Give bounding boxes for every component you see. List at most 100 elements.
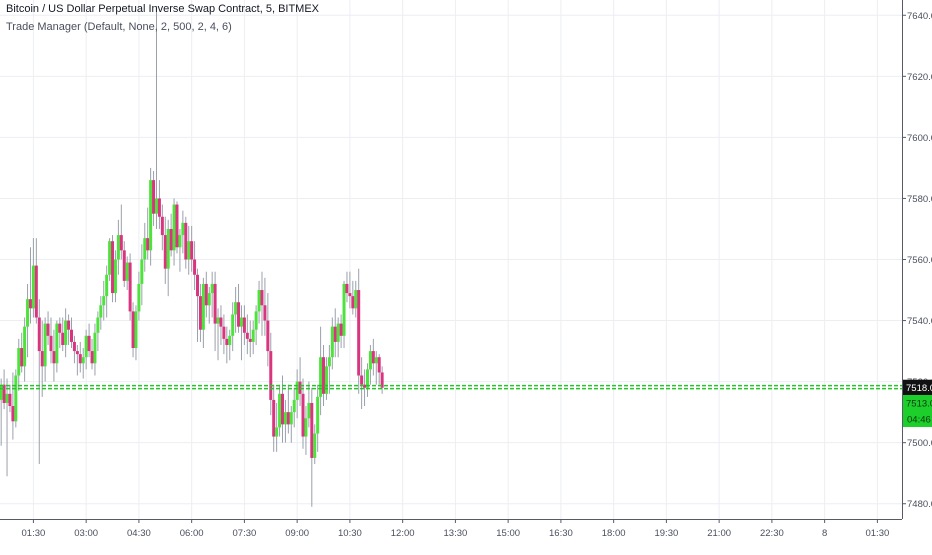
- candle-body: [149, 180, 153, 251]
- candle-body: [102, 296, 106, 306]
- level-price-badge: [903, 394, 932, 411]
- candle-body: [61, 332, 65, 345]
- candle-body: [248, 338, 252, 342]
- candle-body: [99, 305, 103, 318]
- candle-body: [31, 265, 35, 309]
- candle-body: [46, 323, 50, 336]
- candle-body: [219, 317, 223, 327]
- x-tick-label: 8: [822, 528, 827, 539]
- x-tick-label: 03:00: [74, 528, 98, 539]
- candle-body: [365, 369, 369, 388]
- candle-body: [374, 357, 378, 364]
- candle-body: [313, 433, 317, 458]
- x-tick-label: 01:30: [865, 528, 889, 539]
- x-tick-label: 18:00: [602, 528, 626, 539]
- candle-body: [298, 381, 302, 394]
- candle-body: [301, 393, 305, 437]
- price-axis[interactable]: [902, 0, 932, 550]
- y-tick-label: 7480.0: [907, 499, 932, 510]
- candle-body: [125, 262, 129, 281]
- candle-body: [345, 283, 349, 294]
- candle-body: [140, 259, 144, 284]
- candle-body: [187, 241, 191, 260]
- candle-body: [286, 412, 290, 425]
- candle-body: [34, 265, 38, 318]
- candle-body: [333, 326, 337, 342]
- candle-body: [354, 290, 358, 309]
- candle-body: [64, 320, 68, 345]
- candle-body: [17, 348, 21, 376]
- study-legend[interactable]: Trade Manager (Default, None, 2, 500, 2,…: [6, 21, 232, 33]
- candle-body: [160, 216, 164, 236]
- candle-body: [272, 399, 276, 437]
- candle-body: [116, 235, 120, 260]
- candle-body: [234, 302, 238, 315]
- candle-body: [225, 338, 229, 345]
- candle-body: [278, 393, 282, 428]
- candle-body: [163, 235, 167, 269]
- candle-body: [304, 418, 308, 437]
- x-tick-label: 15:00: [496, 528, 520, 539]
- x-tick-label: 04:30: [127, 528, 151, 539]
- candle-body: [327, 357, 331, 367]
- candle-body: [113, 259, 117, 294]
- candle-body: [70, 329, 74, 342]
- candle-body: [295, 381, 299, 400]
- candle-body: [339, 323, 343, 336]
- candle-body: [143, 238, 147, 260]
- candle-body: [231, 314, 235, 336]
- candle-body: [357, 290, 361, 376]
- candle-body: [58, 323, 62, 333]
- x-tick-label: 22:30: [760, 528, 784, 539]
- x-tick-label: 13:30: [444, 528, 468, 539]
- candle-body: [319, 357, 323, 397]
- candle-body: [351, 296, 355, 309]
- candle-body: [49, 335, 53, 352]
- candle-body: [8, 393, 12, 407]
- candle-body: [43, 323, 47, 367]
- candle-body: [360, 375, 364, 385]
- candle-body: [307, 402, 311, 419]
- candle-body: [119, 235, 123, 251]
- y-tick-label: 7640.0: [907, 11, 932, 22]
- candle-body: [336, 323, 340, 342]
- y-tick-label: 7500.0: [907, 438, 932, 449]
- candle-body: [292, 399, 296, 413]
- candle-body: [193, 259, 197, 275]
- symbol-title: Bitcoin / US Dollar Perpetual Inverse Sw…: [6, 3, 320, 15]
- candle-body: [260, 290, 264, 306]
- candle-body: [28, 299, 32, 309]
- time-axis[interactable]: [0, 519, 932, 550]
- x-tick-label: 10:30: [338, 528, 362, 539]
- candle-body: [14, 375, 18, 422]
- candle-body: [111, 241, 115, 294]
- candle-body: [181, 222, 185, 236]
- candle-body: [154, 198, 158, 214]
- candle-body: [245, 332, 249, 339]
- candle-body: [178, 235, 182, 248]
- candle-body: [251, 329, 255, 342]
- candle-body: [201, 283, 205, 330]
- candle-body: [72, 341, 76, 352]
- last-price-badge: [903, 379, 932, 396]
- candle-body: [368, 351, 372, 370]
- y-tick-label: 7540.0: [907, 316, 932, 327]
- x-tick-label: 07:30: [233, 528, 257, 539]
- candle-body: [52, 351, 56, 364]
- x-tick-label: 09:00: [285, 528, 309, 539]
- candle-body: [207, 293, 211, 306]
- level-price-label: 7513.0: [906, 398, 932, 409]
- candle-body: [11, 406, 15, 422]
- candle-body: [242, 317, 246, 333]
- candle-body: [257, 290, 261, 312]
- candle-body: [330, 326, 334, 358]
- candle-body: [213, 283, 217, 324]
- candle-body: [23, 326, 27, 367]
- candle-body: [40, 351, 44, 367]
- candle-body: [310, 402, 314, 458]
- candle-body: [363, 384, 367, 388]
- candle-body: [20, 348, 24, 367]
- candle-body: [81, 357, 85, 364]
